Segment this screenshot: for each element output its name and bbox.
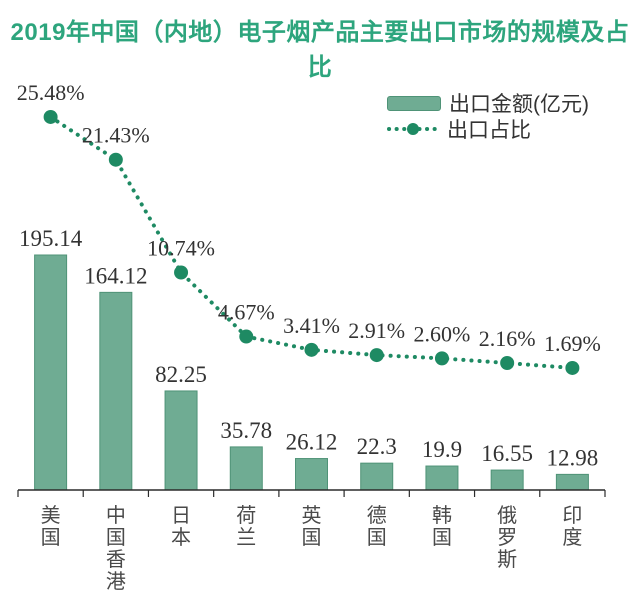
share-point [239,329,254,344]
share-point [43,109,58,124]
chart-title: 2019年中国（内地）电子烟产品主要出口市场的规模及占比 [10,19,630,81]
bar-value-label: 195.14 [19,226,83,251]
legend: 出口金额(亿元) 出口占比 [387,90,589,142]
share-point [369,348,384,363]
category-label: 英国 [302,504,322,549]
bar [425,465,459,491]
legend-label-export-amount: 出口金额(亿元) [449,93,589,116]
bar-value-label: 22.3 [357,434,397,459]
share-point-label: 2.60% [414,321,471,346]
bar [360,462,394,491]
bar-value-label: 12.98 [547,445,599,470]
bar [34,254,68,491]
share-point [174,265,189,280]
bar-value-label: 19.9 [422,437,462,462]
share-point [500,356,515,371]
bar-value-label: 16.55 [481,441,533,466]
bar-value-label: 26.12 [286,430,338,455]
legend-label-export-share: 出口占比 [447,119,531,142]
bar [164,390,198,491]
share-point-label: 1.69% [544,331,601,356]
share-point-label: 4.67% [218,300,275,325]
legend-line-dot [407,123,419,135]
share-point [304,342,319,357]
category-label: 印度 [562,504,582,549]
share-point-label: 10.74% [147,235,215,260]
bar [99,291,133,491]
bar-value-label: 82.25 [155,362,207,387]
legend-item-export-share: 出口占比 [387,116,589,142]
category-label: 美国 [41,504,61,549]
share-point-label: 2.91% [348,318,405,343]
bar [555,473,589,491]
legend-item-export-amount: 出口金额(亿元) [387,90,589,116]
bar-value-label: 35.78 [220,418,272,443]
dotted-line-swatch-icon [387,123,439,135]
bar-swatch-icon [387,95,441,111]
category-label: 荷兰 [236,504,256,549]
category-label: 韩国 [432,504,452,549]
share-point [108,152,123,167]
share-point-label: 3.41% [283,313,340,338]
share-point [565,360,580,375]
share-point-label: 21.43% [82,123,150,148]
bar [229,446,263,491]
category-label: 中国香港 [106,504,126,593]
share-point [434,351,449,366]
category-label: 日本 [171,505,191,549]
share-point-label: 2.16% [479,326,536,351]
bar-value-label: 164.12 [84,263,147,288]
category-label: 俄罗斯 [497,504,517,571]
bar [490,469,524,491]
bar [295,458,328,491]
category-label: 德国 [367,504,387,549]
share-point-label: 25.48% [17,80,85,105]
